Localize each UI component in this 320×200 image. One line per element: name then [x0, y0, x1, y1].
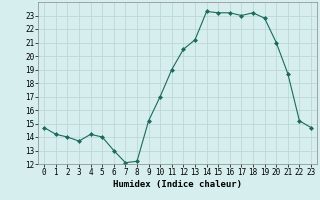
X-axis label: Humidex (Indice chaleur): Humidex (Indice chaleur) — [113, 180, 242, 189]
